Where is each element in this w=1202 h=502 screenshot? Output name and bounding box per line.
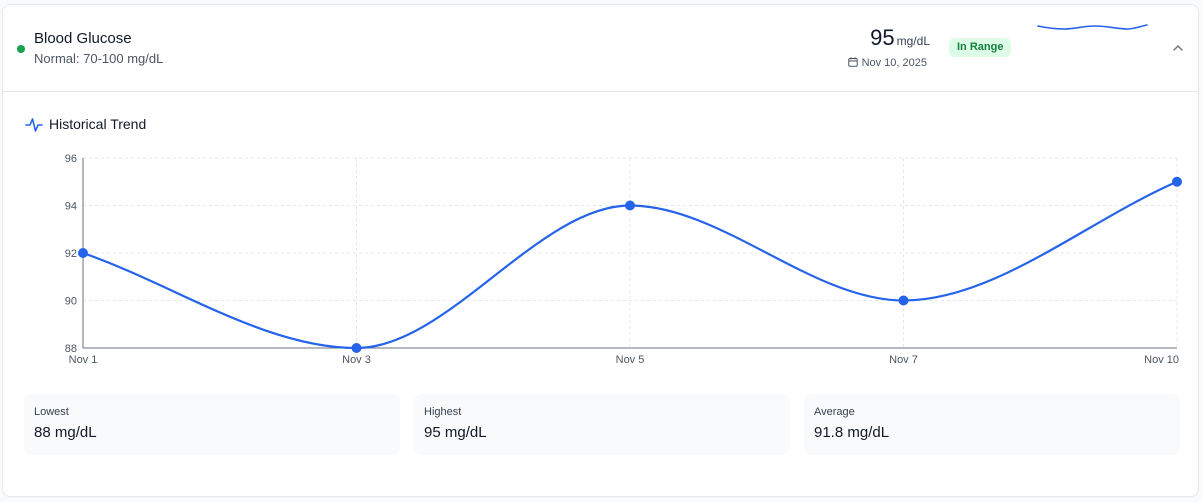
glucose-card: Blood Glucose Normal: 70-100 mg/dL 95 mg/… xyxy=(2,4,1199,497)
stat-label: Lowest xyxy=(34,406,69,418)
section-title: Historical Trend xyxy=(49,116,147,132)
metric-name: Blood Glucose xyxy=(34,30,132,47)
y-tick-label: 94 xyxy=(65,201,77,213)
y-tick-label: 88 xyxy=(65,343,77,355)
stat-average: Average 91.8 mg/dL xyxy=(804,394,1180,455)
sparkline xyxy=(1037,24,1148,30)
x-tick-label: Nov 10 xyxy=(1144,354,1179,366)
current-value: 95 mg/dL xyxy=(793,25,930,51)
x-tick-label: Nov 7 xyxy=(889,354,918,366)
x-tick-label: Nov 5 xyxy=(616,354,645,366)
stat-value: 88 mg/dL xyxy=(34,424,97,441)
calendar-icon xyxy=(847,57,858,67)
status-dot xyxy=(17,45,25,53)
activity-icon xyxy=(25,118,43,132)
stat-label: Average xyxy=(814,406,855,418)
data-point xyxy=(78,248,88,258)
chevron-up-icon[interactable] xyxy=(1171,41,1185,55)
stat-value: 91.8 mg/dL xyxy=(814,424,890,441)
stat-lowest: Lowest 88 mg/dL xyxy=(24,394,400,455)
status-badge: In Range xyxy=(949,38,1012,57)
stat-label: Highest xyxy=(424,406,462,418)
normal-range: Normal: 70-100 mg/dL xyxy=(34,51,164,66)
data-point xyxy=(351,343,362,353)
x-tick-label: Nov 3 xyxy=(342,354,371,366)
x-tick-label: Nov 1 xyxy=(69,354,98,366)
reading-date-text: Nov 10, 2025 xyxy=(861,57,927,69)
stat-value: 95 mg/dL xyxy=(424,424,487,441)
y-tick-label: 92 xyxy=(65,248,77,260)
value-number: 95 xyxy=(870,25,895,50)
y-tick-label: 90 xyxy=(65,296,77,308)
data-point xyxy=(898,295,909,306)
data-point xyxy=(625,200,635,211)
value-unit: mg/dL xyxy=(896,34,930,48)
trend-chart: 88 90 92 94 96 Nov 1 Nov 3 Nov 5 Nov 7 Nov 10 xyxy=(65,153,1182,366)
card-header[interactable]: Blood Glucose Normal: 70-100 mg/dL 95 mg/… xyxy=(3,5,1198,92)
reading-date: Nov 10, 2025 xyxy=(793,57,927,69)
stat-highest: Highest 95 mg/dL xyxy=(414,394,790,455)
y-tick-label: 96 xyxy=(65,153,77,165)
data-point xyxy=(1172,176,1182,187)
